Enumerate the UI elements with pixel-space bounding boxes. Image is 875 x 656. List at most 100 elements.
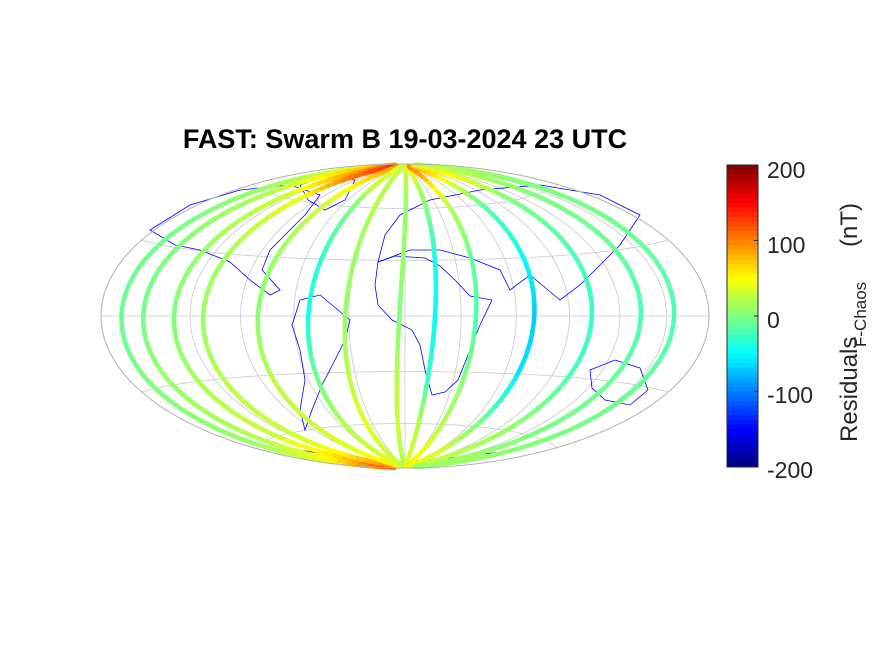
satellite-track: [200, 163, 399, 469]
colorbar-swatch: [727, 235, 758, 241]
satellite-track: [405, 164, 479, 468]
colorbar-swatch: [727, 292, 758, 298]
cbar-label-unit: (nT): [836, 203, 863, 247]
colorbar-swatch: [727, 377, 758, 383]
colorbar-swatch: [727, 438, 758, 444]
colorbar-swatch: [727, 216, 758, 223]
cbar-tick-label: -100: [767, 382, 813, 408]
cbar-tick-label: 0: [767, 307, 780, 333]
colorbar-swatch: [727, 278, 758, 284]
colorbar-swatch: [727, 349, 758, 355]
coastline-australia: [589, 359, 649, 406]
cbar-label-main: Residuals: [836, 337, 863, 442]
colorbar-swatch: [727, 240, 758, 246]
colorbar-swatch: [727, 419, 758, 426]
meridian-line: [404, 163, 462, 469]
colorbar-swatch: [727, 165, 758, 171]
colorbar-swatch: [727, 193, 758, 199]
colorbar-swatch: [727, 174, 758, 180]
colorbar: [726, 164, 759, 468]
colorbar-swatch: [727, 367, 758, 374]
colorbar-swatch: [727, 363, 758, 369]
colorbar-swatch: [727, 264, 758, 270]
colorbar-swatch: [727, 273, 758, 279]
satellite-track: [412, 162, 677, 470]
colorbar-swatch: [727, 424, 758, 430]
satellite-tracks: [119, 162, 677, 470]
track-segment: [413, 162, 429, 168]
colorbar-swatch: [727, 320, 758, 326]
colorbar-swatch: [727, 231, 758, 237]
colorbar-swatch: [727, 462, 758, 468]
satellite-track: [255, 163, 401, 469]
cbar-tick-label: 100: [767, 232, 805, 258]
colorbar-swatch: [727, 344, 758, 350]
colorbar-swatch: [727, 316, 758, 322]
cbar-tick-label: -200: [767, 457, 813, 483]
meridian-line: [404, 163, 570, 469]
colorbar-swatch: [727, 405, 758, 411]
satellite-track: [394, 164, 409, 468]
colorbar-swatch: [727, 372, 758, 378]
colorbar-swatch: [727, 169, 758, 175]
coastline-africa: [374, 255, 493, 396]
colorbar-swatch: [727, 400, 758, 407]
colorbar-swatch: [727, 183, 758, 190]
colorbar-swatch: [727, 259, 758, 265]
colorbar-swatch: [727, 207, 758, 213]
colorbar-swatch: [727, 443, 758, 449]
satellite-track: [403, 164, 439, 468]
colorbar-swatch: [727, 339, 758, 345]
satellite-track: [410, 163, 595, 469]
colorbar-swatch: [727, 391, 758, 397]
colorbar-swatch: [727, 358, 758, 364]
colorbar-swatch: [727, 410, 758, 416]
colorbar-swatch: [727, 330, 758, 336]
colorbar-swatch: [727, 254, 758, 260]
satellite-track: [171, 163, 398, 470]
colorbar-swatch: [727, 325, 758, 331]
colorbar-swatch: [727, 249, 758, 256]
cbar-label-subscript: F-Chaos: [851, 282, 870, 347]
colorbar-swatch: [727, 452, 758, 459]
coastline-eurasia: [377, 184, 641, 301]
satellite-track: [305, 164, 404, 468]
colorbar-swatch: [727, 382, 758, 388]
colorbar-swatch: [727, 429, 758, 435]
colorbar-swatch: [727, 179, 758, 185]
satellite-track: [412, 162, 644, 470]
map-frame: [100, 163, 710, 469]
colorbar-swatch: [727, 198, 758, 204]
colorbar-swatch: [727, 415, 758, 421]
colorbar-swatch: [727, 448, 758, 454]
colorbar-label: Residuals F-Chaos (nT): [836, 203, 870, 442]
track-segment: [397, 164, 405, 172]
cbar-tick-label: 200: [767, 157, 805, 183]
colorbar-swatch: [727, 301, 758, 308]
colorbar-ticks: 200 100 0 -100 -200: [767, 157, 813, 483]
colorbar-swatch: [727, 457, 758, 463]
colorbar-swatch: [727, 221, 758, 227]
plot-title: FAST: Swarm B 19-03-2024 23 UTC: [182, 124, 628, 154]
colorbar-swatch: [727, 306, 758, 312]
colorbar-swatch: [727, 202, 758, 208]
colorbar-swatch: [727, 188, 758, 194]
colorbar-swatch: [727, 433, 758, 440]
colorbar-swatch: [727, 287, 758, 293]
satellite-track: [342, 164, 405, 468]
colorbar-swatch: [727, 353, 758, 359]
coastline-south-america: [291, 294, 351, 432]
colorbar-swatch: [727, 268, 758, 275]
meridian-line: [293, 163, 406, 469]
meridian-line: [404, 163, 621, 469]
colorbar-swatch: [727, 226, 758, 232]
colorbar-swatch: [727, 297, 758, 303]
colorbar-swatch: [727, 386, 758, 392]
colorbar-swatch: [727, 212, 758, 218]
meridian-line: [404, 163, 517, 469]
colorbar-swatch: [727, 245, 758, 251]
colorbar-swatch: [727, 396, 758, 402]
colorbar-swatch: [727, 334, 758, 341]
